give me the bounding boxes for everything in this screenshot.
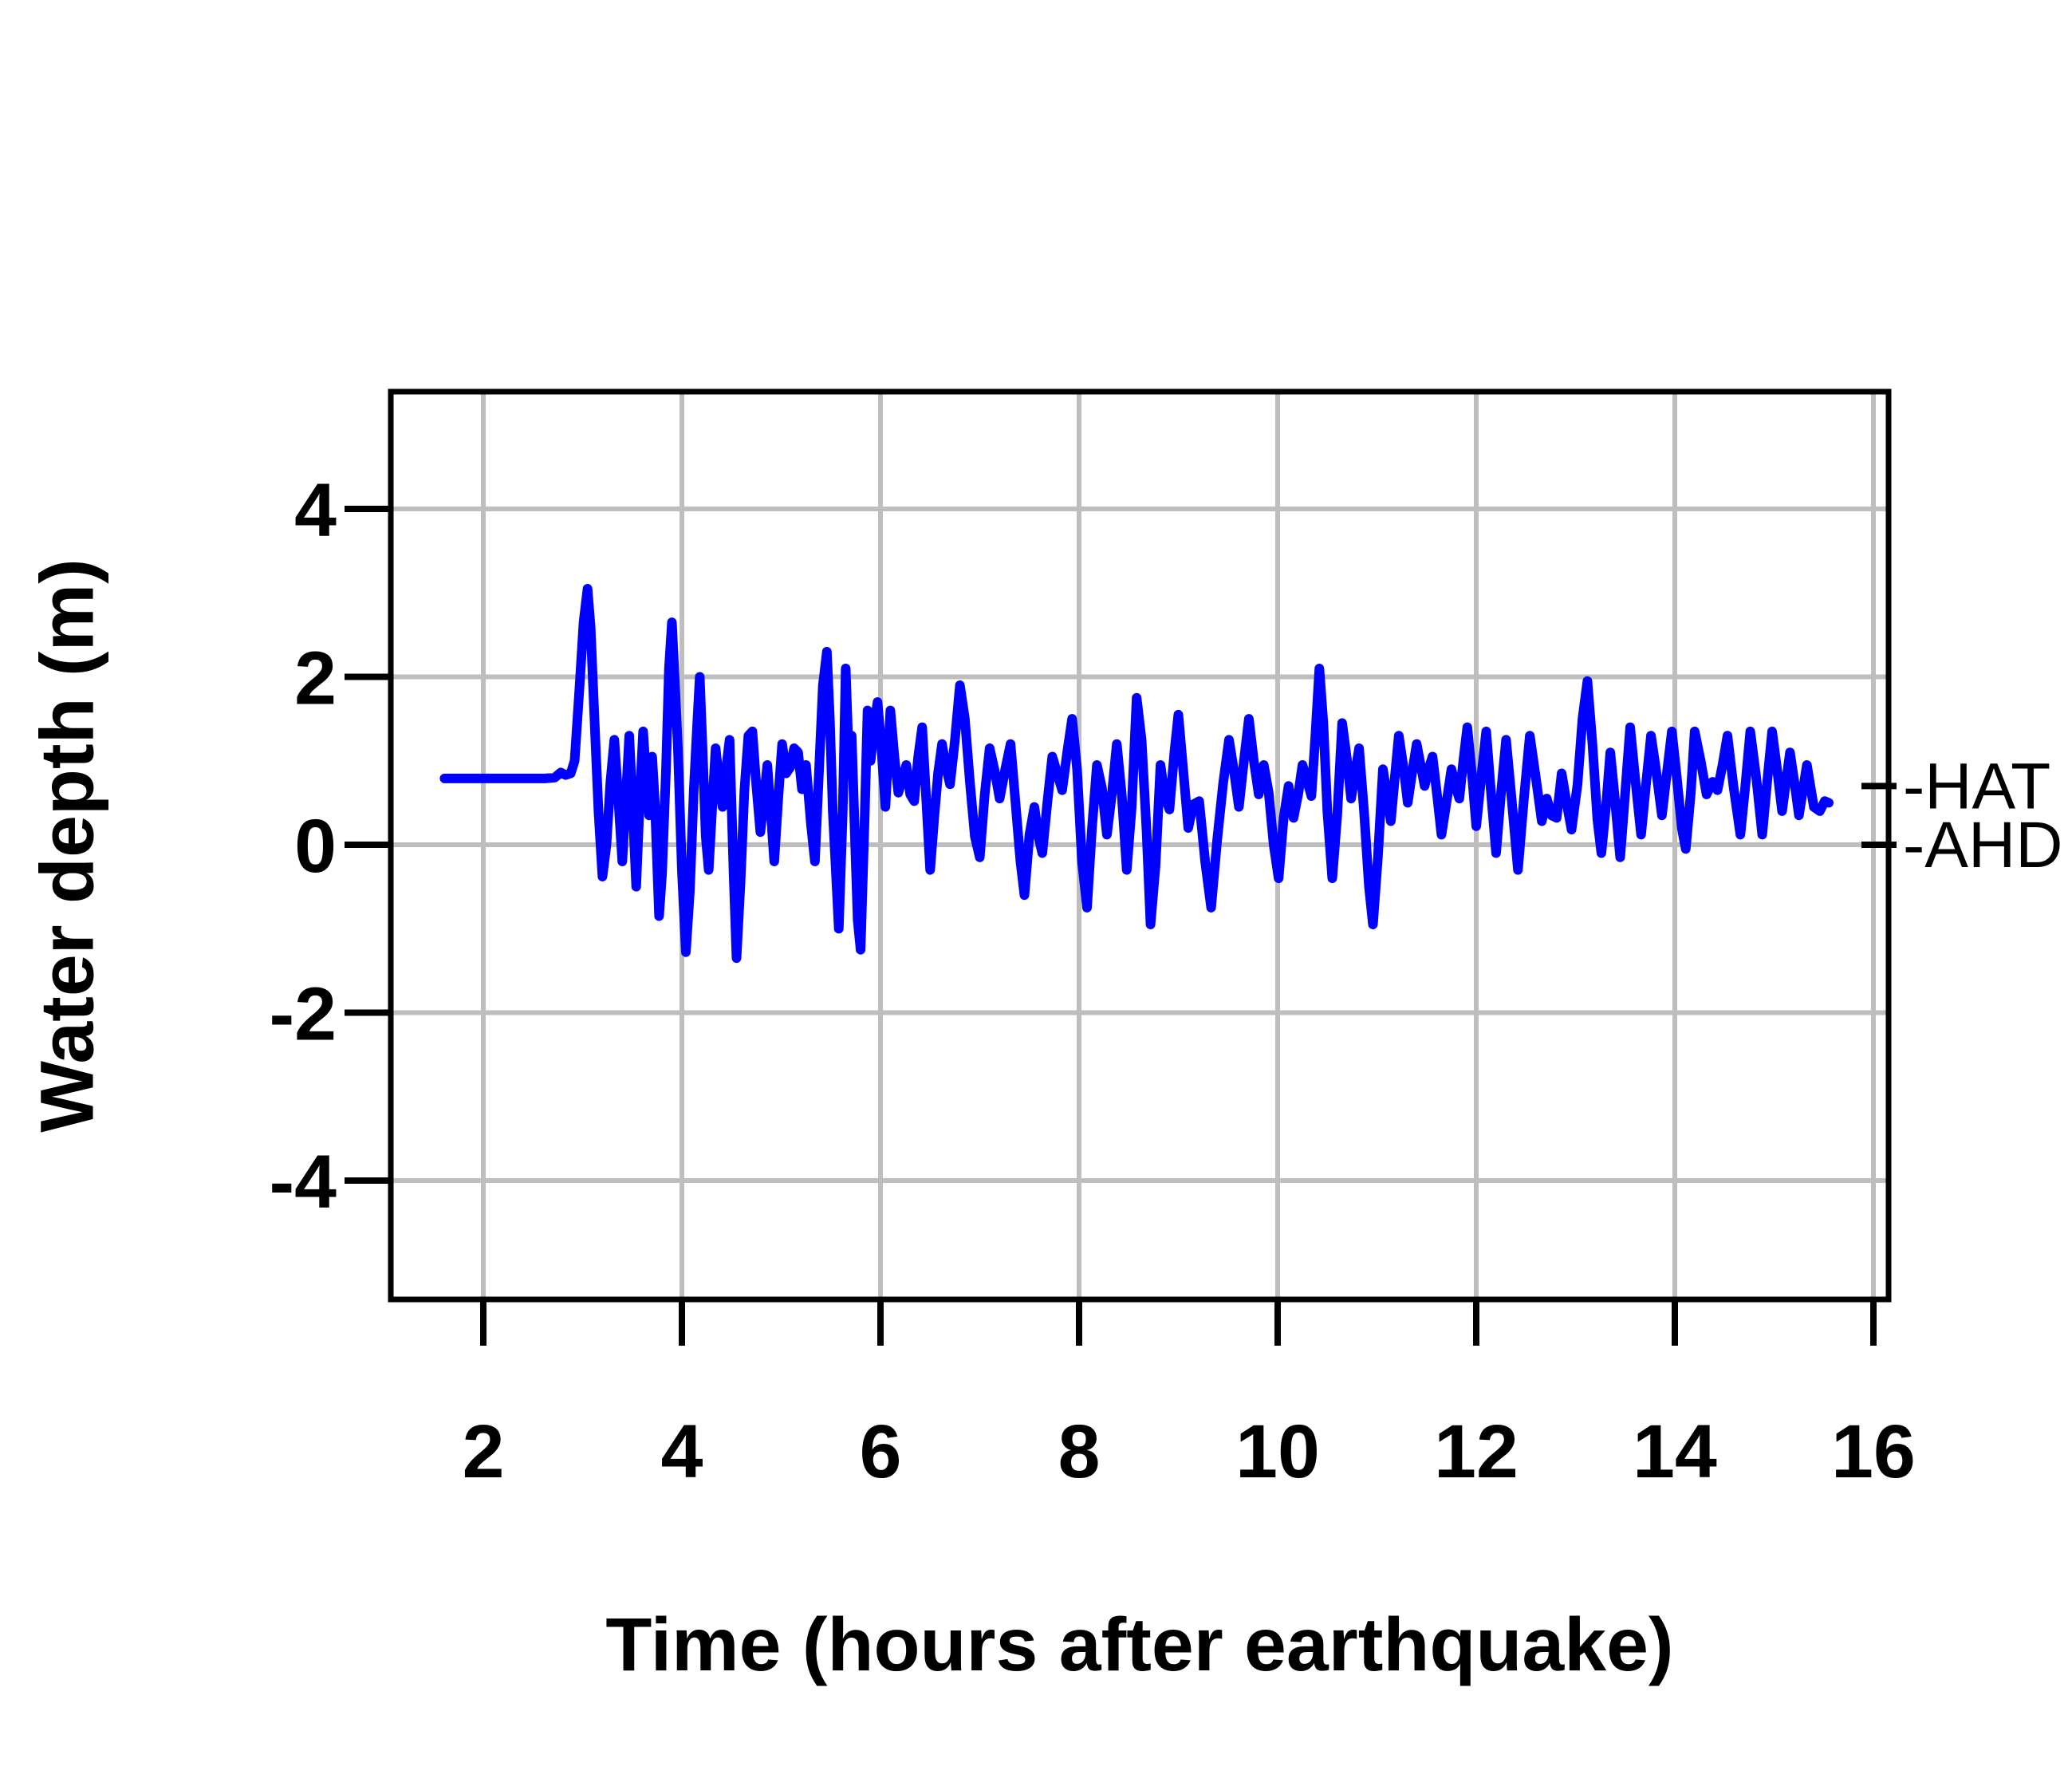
x-tick-label: 12 bbox=[1434, 1410, 1519, 1494]
x-tick-label: 14 bbox=[1633, 1410, 1717, 1494]
water-depth-series-line bbox=[439, 584, 1834, 964]
x-tick-label: 8 bbox=[1058, 1410, 1101, 1494]
x-tick-label: 4 bbox=[661, 1410, 703, 1494]
y-tick-label: 2 bbox=[294, 637, 337, 721]
y-tick-label: 0 bbox=[294, 804, 337, 889]
y-tick-label: -4 bbox=[270, 1140, 337, 1224]
datum-label-hat: -HAT bbox=[1903, 750, 2050, 822]
x-tick-label: 2 bbox=[463, 1410, 505, 1494]
x-tick-label: 6 bbox=[860, 1410, 902, 1494]
y-tick-label: 4 bbox=[294, 468, 337, 553]
y-tick-label: -2 bbox=[270, 972, 337, 1057]
x-tick-label: 16 bbox=[1831, 1410, 1916, 1494]
x-axis-title: Time (hours after earthquake) bbox=[605, 1603, 1674, 1687]
datum-label-ahd: -AHD bbox=[1903, 809, 2062, 881]
y-axis-title: Water depth (m) bbox=[25, 558, 110, 1133]
x-tick-label: 10 bbox=[1235, 1410, 1320, 1494]
